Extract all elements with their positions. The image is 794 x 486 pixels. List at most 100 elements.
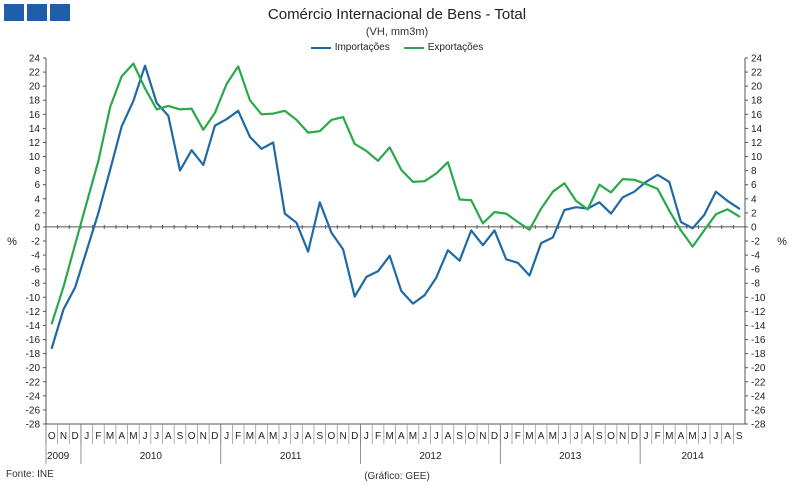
y-tick-label-left: 6 — [34, 180, 40, 191]
y-tick-label-left: -18 — [26, 349, 41, 360]
x-month-label: J — [143, 431, 148, 442]
x-month-label: A — [724, 431, 731, 442]
x-month-label: N — [479, 431, 486, 442]
y-tick-label-right: -8 — [751, 279, 760, 290]
x-month-label: O — [467, 431, 475, 442]
y-tick-label-right: 10 — [751, 152, 763, 163]
x-month-label: J — [713, 431, 718, 442]
x-month-label: J — [84, 431, 89, 442]
x-month-label: D — [72, 431, 79, 442]
y-tick-label-right: 22 — [751, 68, 763, 79]
y-tick-label-left: 22 — [29, 68, 41, 79]
y-tick-label-right: -22 — [751, 377, 766, 388]
y-tick-label-right: -24 — [751, 391, 766, 402]
y-tick-label-left: 8 — [34, 166, 40, 177]
y-tick-label-right: 16 — [751, 110, 763, 121]
y-tick-label-right: -16 — [751, 335, 766, 346]
y-tick-label-left: -16 — [26, 335, 41, 346]
logo-block — [4, 4, 24, 21]
x-month-label: J — [574, 431, 579, 442]
x-month-label: J — [294, 431, 299, 442]
x-month-label: M — [269, 431, 277, 442]
x-month-label: A — [398, 431, 405, 442]
x-month-label: D — [491, 431, 498, 442]
x-month-label: J — [224, 431, 229, 442]
x-month-label: A — [445, 431, 452, 442]
x-month-label: D — [211, 431, 218, 442]
y-tick-label-left: -24 — [26, 391, 41, 402]
x-year-label: 2014 — [681, 451, 704, 462]
y-tick-label-left: -4 — [31, 251, 40, 262]
y-tick-label-right: 24 — [751, 54, 763, 65]
legend-item-exports: Exportações — [403, 42, 484, 53]
y-tick-label-right: 8 — [751, 166, 757, 177]
y-tick-label-right: -26 — [751, 405, 766, 416]
y-tick-label-left: -14 — [26, 321, 41, 332]
y-tick-label-left: -8 — [31, 279, 40, 290]
y-tick-label-right: 20 — [751, 82, 763, 93]
y-tick-label-left: 16 — [29, 110, 41, 121]
series-line-imports — [50, 64, 741, 350]
y-tick-label-left: 14 — [29, 124, 41, 135]
y-tick-label-left: -28 — [26, 420, 41, 431]
y-tick-label-left: -12 — [26, 307, 41, 318]
x-month-label: J — [154, 431, 159, 442]
x-month-label: A — [118, 431, 125, 442]
legend-item-imports: Importações — [310, 42, 390, 53]
y-tick-label-left: -2 — [31, 237, 40, 248]
x-month-label: F — [235, 431, 241, 442]
x-month-label: A — [538, 431, 545, 442]
y-tick-label-right: -14 — [751, 321, 766, 332]
x-month-label: A — [165, 431, 172, 442]
source-note: Fonte: INE — [6, 469, 54, 480]
y-tick-label-right: -6 — [751, 265, 760, 276]
legend-swatch-imports — [310, 46, 331, 49]
x-month-label: S — [456, 431, 463, 442]
y-tick-label-right: -2 — [751, 237, 760, 248]
legend-label-exports: Exportações — [427, 42, 484, 53]
x-month-label: J — [702, 431, 707, 442]
x-month-label: M — [129, 431, 137, 442]
x-month-label: J — [562, 431, 567, 442]
x-month-label: F — [515, 431, 521, 442]
y-tick-label-left: -26 — [26, 405, 41, 416]
x-year-label: 2013 — [559, 451, 582, 462]
x-month-label: M — [688, 431, 696, 442]
x-month-label: D — [631, 431, 638, 442]
x-month-label: F — [655, 431, 661, 442]
x-month-label: M — [246, 431, 254, 442]
y-tick-label-right: 18 — [751, 96, 763, 107]
x-month-label: O — [48, 431, 56, 442]
y-tick-label-right: 6 — [751, 180, 757, 191]
x-month-label: J — [422, 431, 427, 442]
x-month-label: S — [177, 431, 184, 442]
x-month-label: M — [409, 431, 417, 442]
y-tick-label-right: -28 — [751, 420, 766, 431]
y-tick-label-left: 20 — [29, 82, 41, 93]
x-month-label: A — [678, 431, 685, 442]
y-tick-label-right: -20 — [751, 363, 766, 374]
y-tick-label-left: -20 — [26, 363, 41, 374]
y-tick-label-right: 2 — [751, 208, 757, 219]
y-tick-label-left: 4 — [34, 194, 40, 205]
y-tick-label-right: -12 — [751, 307, 766, 318]
x-month-label: J — [364, 431, 369, 442]
x-month-label: N — [200, 431, 207, 442]
x-month-label: M — [386, 431, 394, 442]
y-tick-label-right: 14 — [751, 124, 763, 135]
x-month-label: S — [316, 431, 323, 442]
x-month-label: O — [328, 431, 336, 442]
x-month-label: N — [339, 431, 346, 442]
x-month-label: M — [106, 431, 114, 442]
y-tick-label-right: 12 — [751, 138, 763, 149]
x-year-label: 2010 — [140, 451, 163, 462]
x-year-label: 2011 — [280, 451, 302, 462]
x-month-label: A — [305, 431, 312, 442]
y-tick-label-left: 2 — [34, 208, 40, 219]
x-month-label: J — [282, 431, 287, 442]
x-month-label: A — [584, 431, 591, 442]
y-axis-label-right: % — [777, 236, 787, 248]
y-tick-label-right: -10 — [751, 293, 766, 304]
y-tick-label-left: -6 — [31, 265, 40, 276]
